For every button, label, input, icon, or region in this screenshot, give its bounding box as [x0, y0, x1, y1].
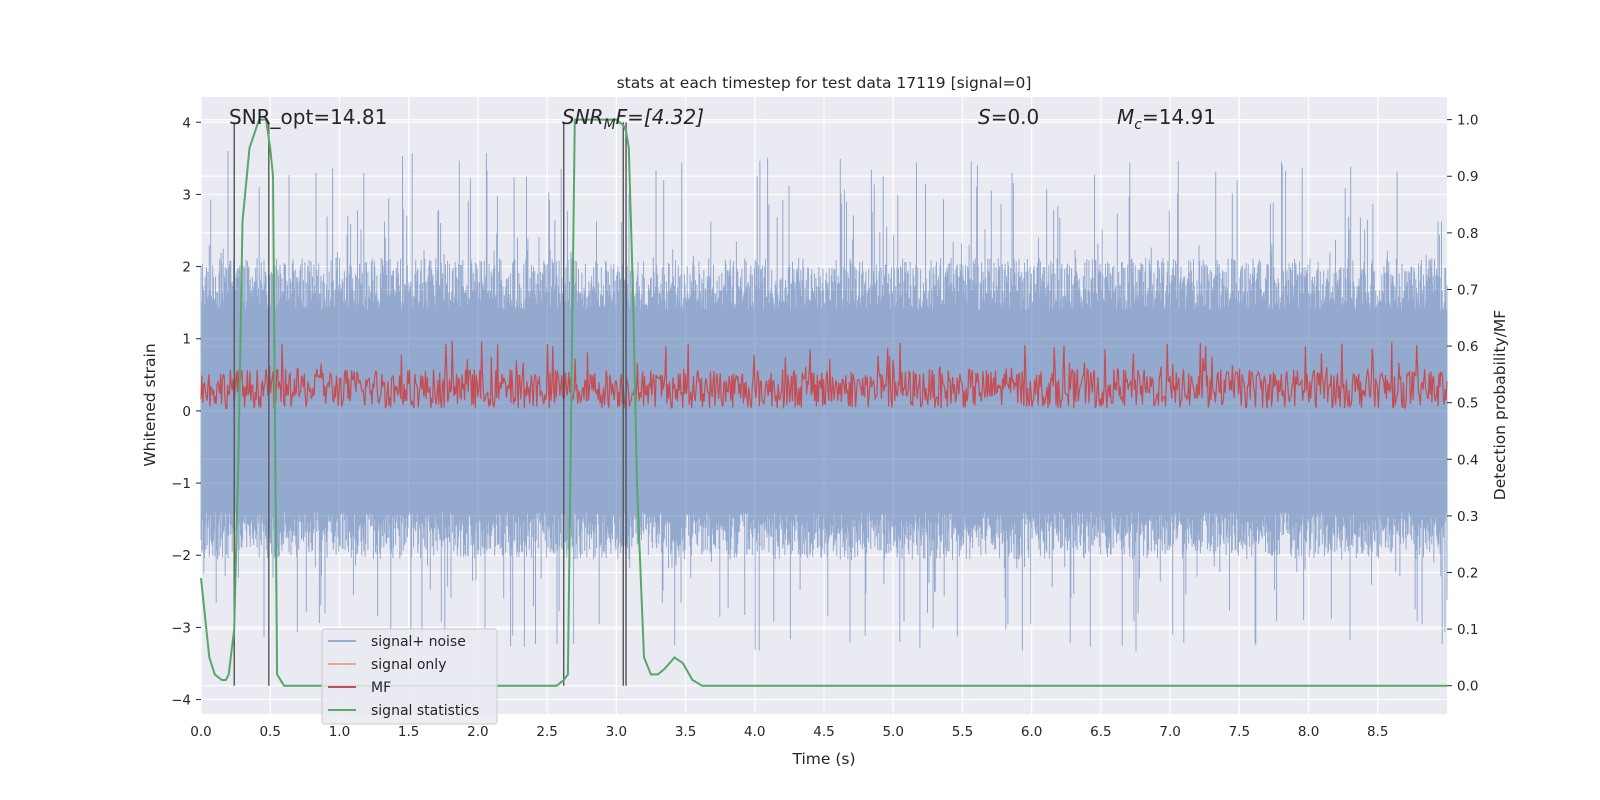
snr-mf-symbol: SNR [562, 105, 604, 129]
y2-axis-ticks: 1.0 0.9 0.8 0.7 0.6 0.5 0.4 0.3 0.2 0.1 0.0 [1447, 113, 1478, 695]
x-axis-ticks: 0.0 0.5 1.0 1.5 2.0 2.5 3.0 3.5 4.0 4.5 5.0 5.5 6.0 6… [190, 724, 1388, 740]
mf-series [200, 340, 1448, 410]
x-tick-label: 7.0 [1159, 724, 1180, 740]
x-tick-label: 7.5 [1229, 724, 1250, 740]
signal-statistics-series [200, 118, 1447, 687]
y2-tick-label: 0.1 [1457, 622, 1478, 638]
chart-title: stats at each timestep for test data 171… [617, 74, 1032, 92]
mc-value: =14.91 [1142, 105, 1216, 129]
y2-tick-label: 0.3 [1457, 509, 1478, 525]
mc-symbol: M [1117, 105, 1134, 129]
y-tick-label: 0 [182, 404, 191, 420]
x-tick-label: 2.5 [536, 724, 557, 740]
y2-tick-label: 0.6 [1457, 339, 1478, 355]
x-tick-label: 3.0 [606, 724, 627, 740]
y-tick-label: 4 [182, 115, 191, 131]
y2-tick-label: 0.2 [1457, 565, 1478, 581]
y-tick-label: 3 [182, 187, 191, 203]
legend-box [321, 628, 498, 725]
y-tick-label: 2 [182, 260, 191, 276]
x-axis-label: Time (s) [791, 750, 855, 768]
y2-tick-label: 0.4 [1457, 452, 1478, 468]
y-tick-label: −3 [171, 620, 191, 636]
s-annotation: S=0.0 [978, 105, 1039, 129]
signal-noise-series [200, 151, 1448, 652]
mc-annotation: Mc=14.91 [1117, 105, 1216, 133]
legend-label-mf: MF [371, 680, 391, 696]
y-axis-label: Whitened strain [141, 343, 159, 466]
y-tick-label: −1 [171, 476, 191, 492]
y2-tick-label: 0.9 [1457, 169, 1478, 185]
plot-area [200, 118, 1448, 687]
y2-tick-label: 0.8 [1457, 226, 1478, 242]
x-tick-label: 2.0 [467, 724, 488, 740]
legend-label-signal-noise: signal+ noise [371, 634, 466, 650]
x-tick-label: 4.0 [744, 724, 765, 740]
x-tick-label: 3.5 [675, 724, 696, 740]
y-tick-label: −2 [171, 548, 191, 564]
x-tick-label: 6.0 [1021, 724, 1042, 740]
x-tick-label: 5.5 [952, 724, 973, 740]
x-tick-label: 5.0 [882, 724, 903, 740]
s-value: =0.0 [991, 105, 1040, 129]
mc-subscript: c [1134, 117, 1142, 133]
legend-label-signal-only: signal only [371, 657, 446, 673]
snr-mf-annotation: SNRMF=[4.32] [562, 105, 704, 133]
legend: signal+ noise signal only MF signal stat… [321, 628, 498, 725]
y2-tick-label: 1.0 [1457, 113, 1478, 129]
y2-tick-label: 0.7 [1457, 282, 1478, 298]
x-tick-label: 8.0 [1298, 724, 1319, 740]
snr-opt-annotation: SNR_opt=14.81 [229, 105, 387, 129]
x-tick-label: 8.5 [1367, 724, 1388, 740]
x-tick-label: 4.5 [813, 724, 834, 740]
y-axis-ticks: 4 3 2 1 0 −1 −2 −3 −4 [171, 115, 201, 709]
snr-mf-suffix: F=[4.32] [616, 105, 704, 129]
y-tick-label: −4 [171, 693, 191, 709]
snr-mf-subscript: M [604, 117, 616, 133]
y2-tick-label: 0.0 [1457, 679, 1478, 695]
x-tick-label: 6.5 [1090, 724, 1111, 740]
y2-tick-label: 0.5 [1457, 396, 1478, 412]
x-tick-label: 1.5 [398, 724, 419, 740]
s-symbol: S [978, 105, 991, 129]
y2-axis-label: Detection probability/MF [1491, 310, 1509, 501]
x-tick-label: 0.0 [190, 724, 211, 740]
x-tick-label: 1.0 [329, 724, 350, 740]
x-tick-label: 0.5 [259, 724, 280, 740]
legend-label-signal-statistics: signal statistics [371, 703, 479, 719]
y-tick-label: 1 [182, 332, 191, 348]
